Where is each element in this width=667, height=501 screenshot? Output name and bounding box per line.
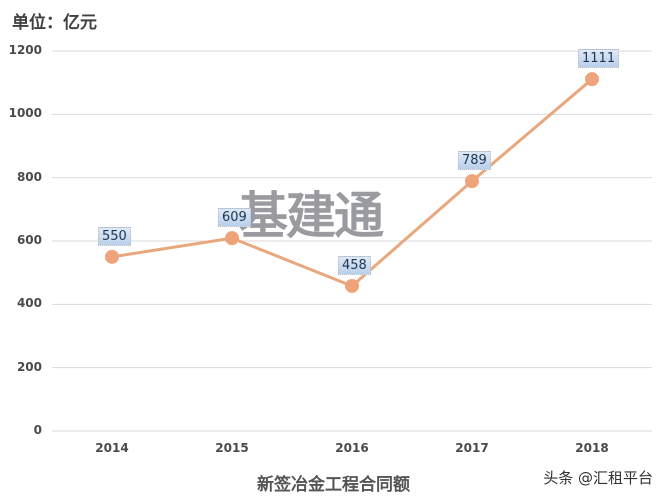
x-tick-label: 2016: [335, 441, 369, 455]
y-tick-label: 0: [33, 423, 42, 437]
x-axis-title: 新签冶金工程合同额: [257, 475, 410, 495]
data-point: [345, 278, 359, 293]
watermark: 基建通: [238, 187, 384, 245]
x-tick-label: 2014: [95, 441, 129, 455]
x-tick-label: 2017: [455, 441, 489, 455]
y-tick-label: 600: [16, 233, 42, 247]
source-credit: 头条 @汇租平台: [543, 469, 653, 487]
x-tick-label: 2015: [215, 441, 249, 455]
data-point: [585, 72, 599, 87]
data-label: 1111: [578, 49, 620, 69]
y-tick-label: 800: [16, 169, 42, 184]
data-label: 789: [458, 151, 491, 171]
data-markers: [105, 72, 599, 293]
data-label: 609: [218, 208, 251, 228]
x-tick-label: 2018: [575, 441, 609, 455]
data-label: 550: [98, 226, 131, 246]
y-tick-label: 200: [16, 359, 42, 374]
gridlines: [52, 50, 652, 432]
y-tick-label: 400: [16, 296, 42, 311]
data-label: 458: [338, 255, 371, 275]
y-tick-label: 1200: [8, 43, 42, 57]
data-point: [465, 174, 479, 189]
unit-label: 单位：亿元: [12, 13, 97, 33]
y-tick-label: 1000: [8, 106, 42, 121]
data-point: [105, 249, 119, 264]
data-point: [225, 231, 239, 246]
